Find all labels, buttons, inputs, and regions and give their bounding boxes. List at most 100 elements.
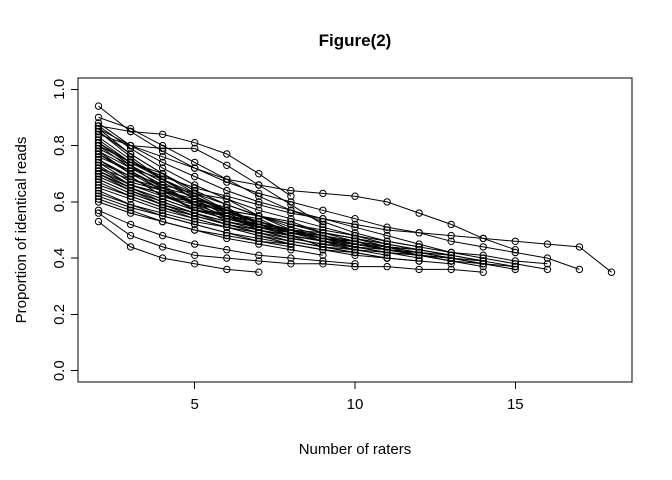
point-marker xyxy=(94,102,103,110)
point-marker xyxy=(319,257,327,265)
series-polyline xyxy=(98,198,323,256)
point-marker xyxy=(94,178,103,186)
plot-content: 5 10 15 0.0 0.2 0.4 0.6 0.8 1.0 xyxy=(51,77,633,413)
point-marker xyxy=(158,175,167,184)
point-marker xyxy=(191,181,199,189)
chart-title: Figure(2) xyxy=(319,31,392,50)
point-marker xyxy=(319,189,327,198)
series-polyline xyxy=(98,176,388,256)
point-marker xyxy=(158,130,167,139)
point-marker xyxy=(447,220,455,229)
series-polyline xyxy=(98,133,324,225)
point-marker xyxy=(287,186,295,195)
point-marker xyxy=(126,184,135,192)
point-marker xyxy=(447,251,455,260)
point-marker xyxy=(383,223,391,231)
point-marker xyxy=(223,229,231,237)
point-marker xyxy=(255,198,263,206)
point-marker xyxy=(447,237,455,246)
point-marker xyxy=(126,201,135,209)
point-marker xyxy=(191,164,199,172)
point-marker xyxy=(126,127,135,136)
point-marker xyxy=(575,265,584,274)
point-marker xyxy=(511,265,519,274)
point-marker xyxy=(191,209,199,217)
point-marker xyxy=(223,220,231,229)
point-marker xyxy=(191,139,199,147)
point-marker xyxy=(255,257,263,265)
point-marker xyxy=(511,237,519,246)
point-marker xyxy=(126,220,135,229)
point-marker xyxy=(319,246,327,254)
point-marker xyxy=(223,175,231,184)
point-marker xyxy=(351,223,359,231)
point-marker xyxy=(223,186,231,195)
point-marker xyxy=(94,217,103,226)
series-polyline xyxy=(98,125,292,197)
y-axis-tick-label: 0.6 xyxy=(51,191,68,212)
point-marker xyxy=(255,237,263,246)
point-marker xyxy=(319,220,327,229)
point-marker xyxy=(479,251,487,260)
point-marker xyxy=(383,254,391,262)
point-marker xyxy=(158,243,167,251)
point-marker xyxy=(126,150,135,158)
point-marker xyxy=(94,195,103,203)
point-marker xyxy=(94,209,103,217)
x-axis-label: Number of raters xyxy=(299,441,412,458)
series-polyline xyxy=(98,105,580,270)
point-marker xyxy=(158,198,167,206)
point-marker xyxy=(287,201,295,209)
point-marker xyxy=(351,229,359,237)
y-axis-tick-label: 0.0 xyxy=(51,360,68,381)
point-marker xyxy=(158,153,167,161)
point-marker xyxy=(191,226,199,234)
point-marker xyxy=(191,220,199,229)
point-marker xyxy=(94,186,103,195)
y-axis-tick-label: 0.4 xyxy=(51,248,68,269)
point-marker xyxy=(287,231,295,240)
point-marker xyxy=(415,246,423,254)
point-marker xyxy=(126,206,135,215)
point-marker xyxy=(158,158,167,167)
point-marker xyxy=(255,223,263,231)
point-marker xyxy=(351,240,359,248)
point-marker xyxy=(447,231,455,240)
point-marker xyxy=(223,206,231,215)
point-marker xyxy=(351,215,359,223)
point-marker xyxy=(319,240,327,248)
point-marker xyxy=(255,192,263,200)
point-marker xyxy=(158,192,167,200)
point-marker xyxy=(191,158,199,167)
y-axis-tick-label: 0.2 xyxy=(51,304,68,325)
point-marker xyxy=(351,248,359,257)
point-marker xyxy=(126,141,135,150)
point-marker xyxy=(287,226,295,234)
point-marker xyxy=(415,254,423,262)
point-marker xyxy=(543,240,552,248)
y-axis-label: Proportion of identical reads xyxy=(13,137,30,324)
point-marker xyxy=(255,217,263,226)
point-marker xyxy=(191,192,199,200)
point-marker xyxy=(287,192,295,200)
point-marker xyxy=(511,246,519,254)
point-marker xyxy=(415,265,423,274)
point-marker xyxy=(94,139,103,147)
point-marker xyxy=(94,167,103,175)
point-marker xyxy=(447,260,455,268)
point-marker xyxy=(479,234,487,243)
point-marker xyxy=(223,246,231,254)
point-marker xyxy=(543,260,552,268)
point-marker xyxy=(191,251,199,260)
point-marker xyxy=(319,237,327,246)
point-marker xyxy=(191,260,199,268)
point-marker xyxy=(255,212,263,220)
x-axis-tick-label: 15 xyxy=(507,396,524,413)
point-marker xyxy=(158,186,167,195)
series-polyline xyxy=(98,116,420,248)
point-marker xyxy=(287,237,295,246)
point-marker xyxy=(158,254,167,262)
series-polyline xyxy=(98,181,323,251)
point-marker xyxy=(126,192,135,200)
point-marker xyxy=(158,217,167,226)
